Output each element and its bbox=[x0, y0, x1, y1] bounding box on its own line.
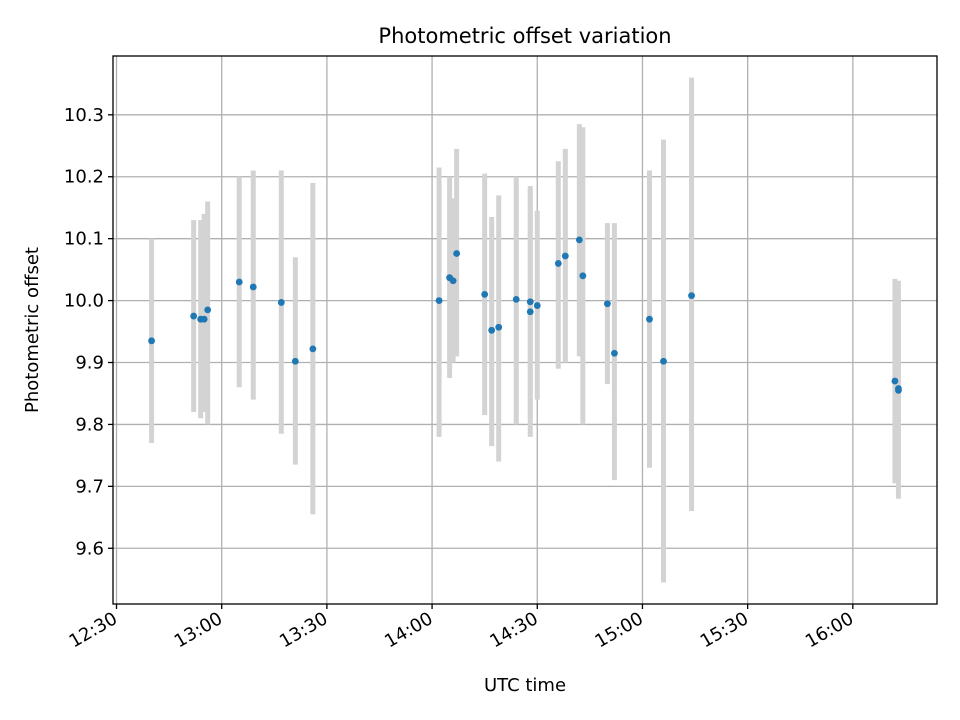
data-point bbox=[533, 302, 541, 309]
data-point bbox=[190, 312, 198, 320]
data-point bbox=[611, 349, 618, 357]
data-points bbox=[148, 236, 902, 394]
x-axis-title: UTC time bbox=[484, 675, 566, 696]
data-point bbox=[561, 252, 569, 260]
data-point bbox=[512, 295, 520, 303]
plot-frame bbox=[112, 55, 938, 605]
y-tick-label: 9.9 bbox=[75, 353, 104, 374]
data-point bbox=[200, 315, 208, 323]
y-tick-label: 9.8 bbox=[75, 414, 104, 435]
data-point bbox=[554, 260, 562, 267]
data-point bbox=[495, 323, 503, 331]
data-point bbox=[204, 306, 212, 314]
data-point bbox=[526, 298, 534, 306]
data-point bbox=[604, 300, 611, 308]
data-point bbox=[660, 357, 667, 365]
data-point bbox=[688, 292, 695, 300]
y-tick-label: 9.7 bbox=[75, 476, 104, 497]
data-point bbox=[488, 326, 496, 334]
data-point bbox=[526, 308, 534, 316]
data-point bbox=[291, 357, 299, 365]
data-point bbox=[575, 236, 583, 244]
data-point bbox=[453, 250, 461, 257]
data-point bbox=[579, 272, 587, 280]
data-point bbox=[895, 385, 902, 392]
data-point bbox=[249, 283, 257, 291]
data-point bbox=[891, 377, 899, 385]
data-point bbox=[481, 290, 489, 298]
y-tick-label: 9.6 bbox=[75, 538, 104, 559]
data-point bbox=[435, 297, 443, 304]
y-axis-title: Photometric offset bbox=[22, 247, 43, 413]
y-tick-label: 10.3 bbox=[64, 105, 104, 126]
data-point bbox=[449, 277, 457, 285]
data-point bbox=[235, 278, 243, 286]
chart-title: Photometric offset variation bbox=[378, 24, 671, 48]
data-point bbox=[277, 299, 285, 306]
data-point bbox=[148, 337, 155, 345]
y-axis-ticks: 9.6 9.7 9.8 9.9 10.0 10.1 10.2 10.3 bbox=[64, 105, 113, 559]
data-point bbox=[309, 345, 317, 353]
y-tick-label: 10.1 bbox=[64, 229, 104, 250]
data-point bbox=[646, 315, 653, 323]
y-tick-label: 10.2 bbox=[64, 167, 104, 188]
y-tick-label: 10.0 bbox=[64, 291, 104, 312]
